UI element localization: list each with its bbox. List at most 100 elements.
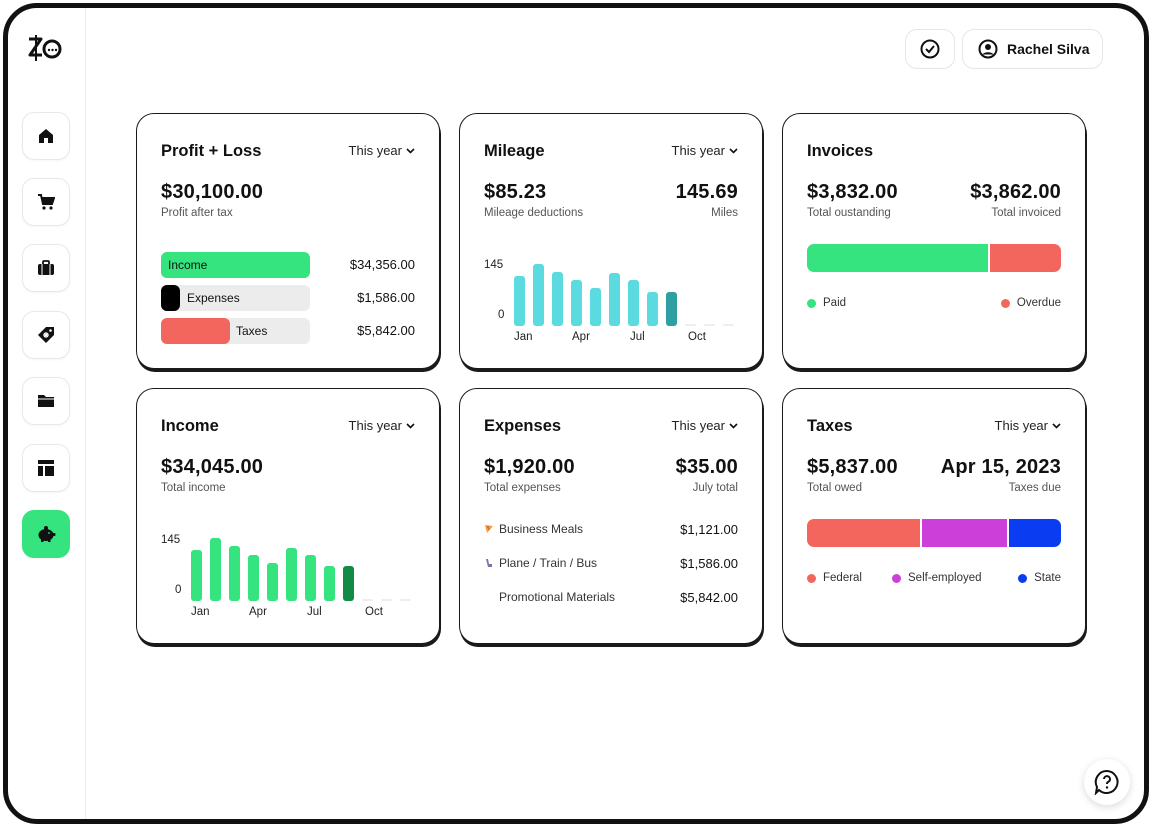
nav-cart[interactable] xyxy=(22,178,70,226)
nav-folder[interactable] xyxy=(22,377,70,425)
legend-label: Paid xyxy=(823,297,847,309)
july-amount: $35.00 xyxy=(675,456,738,478)
home-icon xyxy=(39,129,53,143)
taxes-track xyxy=(161,318,310,344)
zo-logo xyxy=(28,35,62,61)
outstanding-label: Total oustanding xyxy=(807,207,891,219)
x-axis-label: Jan xyxy=(191,606,210,618)
period-selector[interactable]: This year xyxy=(349,143,415,158)
chevron-down-icon xyxy=(406,422,415,429)
help-chat-icon xyxy=(1094,769,1119,795)
seat-icon xyxy=(486,559,492,567)
bar-apr xyxy=(571,280,582,326)
chevron-down-icon xyxy=(406,147,415,154)
bar-mar xyxy=(552,272,563,326)
app-window: Rachel Silva Profit + Loss This year $30… xyxy=(3,3,1149,824)
outstanding-amount: $3,832.00 xyxy=(807,181,898,203)
user-name: Rachel Silva xyxy=(1007,41,1090,57)
bar-nov xyxy=(704,324,715,326)
card-title: Income xyxy=(161,417,219,435)
card-title: Taxes xyxy=(807,417,853,435)
due-date: Apr 15, 2023 xyxy=(940,456,1061,478)
chevron-down-icon xyxy=(729,422,738,429)
period-label: This year xyxy=(671,418,725,433)
income-track xyxy=(161,252,310,278)
tasks-button[interactable] xyxy=(905,29,955,69)
nav-briefcase[interactable] xyxy=(22,244,70,292)
expense-row: Promotional Materials $5,842.00 xyxy=(484,590,738,608)
taxes-row: Taxes $5,842.00 xyxy=(161,318,415,344)
bar-dec xyxy=(723,324,734,326)
period-selector[interactable]: This year xyxy=(349,418,415,433)
nav-layout[interactable] xyxy=(22,444,70,492)
period-label: This year xyxy=(348,418,402,433)
legend-label: Self-employed xyxy=(908,572,982,584)
piggy-bank-icon xyxy=(38,526,56,542)
period-selector[interactable]: This year xyxy=(672,143,738,158)
period-label: This year xyxy=(671,143,725,158)
x-axis-label: Apr xyxy=(572,331,590,343)
segment-federal xyxy=(807,519,920,547)
expenses-label: Expenses xyxy=(187,291,240,305)
user-avatar-icon xyxy=(978,39,998,59)
period-label: This year xyxy=(348,143,402,158)
miles-label: Miles xyxy=(711,207,738,219)
mileage-deduction-label: Mileage deductions xyxy=(484,207,584,219)
period-selector[interactable]: This year xyxy=(995,418,1061,433)
expense-label: Promotional Materials xyxy=(499,590,616,604)
bar-jan xyxy=(514,276,525,326)
folder-icon xyxy=(38,395,54,407)
bar-sep xyxy=(666,291,677,326)
income-label: Total income xyxy=(161,482,226,494)
nav-savings[interactable] xyxy=(22,510,70,558)
briefcase-icon xyxy=(38,260,54,275)
y-axis-min: 0 xyxy=(498,309,505,321)
expenses-value: $1,586.00 xyxy=(357,290,415,305)
legend-state: State xyxy=(1018,572,1061,584)
sidebar xyxy=(8,8,86,819)
income-amount: $34,045.00 xyxy=(161,456,264,478)
income-label: Income xyxy=(168,258,208,272)
bar-jun xyxy=(286,548,297,601)
expenses-amount: $1,920.00 xyxy=(484,456,575,478)
legend-label: State xyxy=(1034,572,1061,584)
expense-value: $5,842.00 xyxy=(680,590,738,605)
invoices-card: Invoices $3,832.00 Total oustanding $3,8… xyxy=(782,113,1086,369)
x-axis-label: Jul xyxy=(307,606,322,618)
x-axis-label: Oct xyxy=(365,606,383,618)
segment-paid xyxy=(807,244,989,272)
owed-label: Total owed xyxy=(807,482,862,494)
help-button[interactable] xyxy=(1084,759,1130,805)
check-circle-icon xyxy=(920,39,940,59)
user-menu-button[interactable]: Rachel Silva xyxy=(962,29,1103,69)
profit-amount: $30,100.00 xyxy=(161,181,264,203)
card-title: Profit + Loss xyxy=(161,142,262,160)
bar-jun xyxy=(609,273,620,326)
legend-dot xyxy=(1018,573,1028,583)
expense-value: $1,121.00 xyxy=(680,522,738,537)
bar-feb xyxy=(533,263,544,326)
legend-paid: Paid xyxy=(807,297,846,309)
pizza-icon xyxy=(485,525,493,533)
mileage-deduction-amount: $85.23 xyxy=(484,181,547,203)
segment-state xyxy=(1008,519,1061,547)
segment-self-employed xyxy=(921,519,1007,547)
nav-home[interactable] xyxy=(22,112,70,160)
legend-label: Overdue xyxy=(1016,297,1061,309)
legend-federal: Federal xyxy=(807,572,862,584)
taxes-value: $5,842.00 xyxy=(357,323,415,338)
nav-tag[interactable] xyxy=(22,311,70,359)
bar-aug xyxy=(647,291,658,326)
expenses-label: Total expenses xyxy=(484,482,561,494)
card-title: Mileage xyxy=(484,142,545,160)
legend-overdue: Overdue xyxy=(1000,297,1061,309)
taxes-fill xyxy=(161,318,230,344)
x-axis-label: Jan xyxy=(514,331,533,343)
x-axis-label: Oct xyxy=(688,331,706,343)
income-value: $34,356.00 xyxy=(349,257,415,272)
july-label: July total xyxy=(692,482,738,494)
period-selector[interactable]: This year xyxy=(672,418,738,433)
taxes-card: Taxes This year $5,837.00 Total owed Apr… xyxy=(782,388,1086,644)
expenses-fill xyxy=(161,285,181,311)
expense-label: Plane / Train / Bus xyxy=(499,556,598,570)
